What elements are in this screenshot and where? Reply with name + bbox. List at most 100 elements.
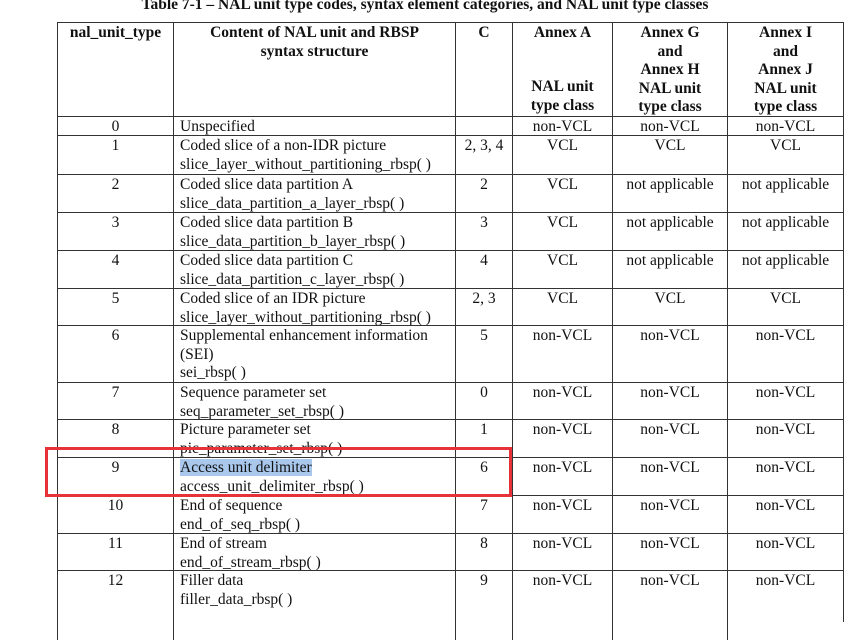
cell-text: VCL [770,137,801,154]
cell-text: Sequence parameter set [180,384,327,401]
cell-line: Coded slice data partition C [180,252,455,271]
cell-text: non-VCL [755,497,816,514]
table-cell: not applicable [727,250,843,288]
cell-text: VCL [547,290,578,307]
cell-text: not applicable [741,176,830,193]
table-cell: VCL [512,212,612,250]
header-text: NAL unit [531,78,594,95]
cell-text: Supplemental enhancement information [180,327,428,344]
cell-text: 7 [111,384,120,401]
cell-text: Coded slice data partition C [180,252,354,269]
header-text: type class [638,98,702,115]
cell-text: 11 [108,535,123,552]
header-top: nal_unit_type [58,24,173,43]
header-text: Annex I [759,24,812,41]
table-cell: non-VCL [512,325,612,382]
table-cell: non-VCL [512,419,612,457]
cell-line: sei_rbsp( ) [180,364,455,382]
cell-text: not applicable [626,176,714,193]
cell-text: VCL [770,290,801,307]
table-cell: VCL [612,135,727,174]
table-cell: 6 [57,325,173,382]
cell-text: 5 [480,327,488,344]
header-text: type class [753,98,818,115]
table-cell: non-VCL [512,533,612,570]
header-bottom: NAL unit type class [728,80,843,117]
cell-text: slice_data_partition_a_layer_rbsp( ) [180,194,405,212]
table-cell: not applicable [727,174,843,212]
cell-line: slice_data_partition_c_layer_rbsp( ) [180,271,455,289]
table-cell: 4 [455,250,512,288]
cell-text: non-VCL [755,327,816,344]
table-cell: 0 [57,116,173,135]
content-cell: End of stream end_of_stream_rbsp( ) [173,533,455,570]
cell-text: 2 [480,176,488,193]
content-cell: Coded slice data partition C slice_data_p… [173,250,455,288]
cell-text: VCL [547,176,578,193]
cell-text: non-VCL [532,327,593,344]
cell-line: slice_layer_without_partitioning_rbsp( ) [180,309,455,326]
cell-line: Filler data [180,572,455,591]
table-cell: non-VCL [727,495,843,533]
cell-text: 9 [480,572,488,589]
cell-text: 4 [111,252,120,269]
table-cell: non-VCL [727,419,843,457]
page: Table 7-1 – NAL unit type codes, syntax … [45,0,844,640]
cell-line: End of stream [180,535,455,554]
table-title: Table 7-1 – NAL unit type codes, syntax … [141,0,709,13]
table-cell [455,116,512,135]
cell-text: non-VCL [532,118,593,135]
table-cell: 2 [455,174,512,212]
header-cell: nal_unit_type [57,22,173,116]
table-cell: 8 [455,533,512,570]
cell-text: 8 [111,421,120,438]
cell-text: filler_data_rbsp( ) [180,590,293,608]
cell-text: VCL [547,214,578,231]
cell-line: slice_data_partition_a_layer_rbsp( ) [180,195,455,213]
table-cell: non-VCL [612,382,727,419]
cell-text: non-VCL [755,421,816,438]
cell-text: not applicable [626,252,714,269]
cell-text: slice_data_partition_b_layer_rbsp( ) [180,232,406,250]
cell-line: slice_data_partition_b_layer_rbsp( ) [180,233,455,251]
cell-text: VCL [547,252,578,269]
header-text: and [773,42,798,60]
cell-text: End of stream [180,535,267,552]
table-cell: non-VCL [612,457,727,495]
cell-text: 8 [480,535,488,552]
cell-text: 3 [111,214,120,231]
cell-text: non-VCL [640,497,700,514]
cell-text: 7 [480,497,488,514]
cell-text: access_unit_delimiter_rbsp( ) [180,477,364,495]
cell-line: slice_layer_without_partitioning_rbsp( ) [180,156,455,175]
header-text: Annex A [533,24,592,41]
table-cell: VCL [512,135,612,174]
cell-line: filler_data_rbsp( ) [180,591,455,610]
table-cell: non-VCL [727,116,843,135]
table-cell: 1 [455,419,512,457]
cell-text: non-VCL [640,327,700,344]
cell-text: (SEI) [180,345,214,363]
header-text: and [657,42,683,60]
table-cell: 4 [57,250,173,288]
table-cell: not applicable [612,174,727,212]
header-bottom: NAL unit type class [513,78,612,115]
cell-line: Coded slice of a non-IDR picture [180,137,455,156]
header-top: C [456,24,512,43]
cell-line: Sequence parameter set [180,384,455,403]
cell-line: (SEI) [180,346,455,365]
table-cell: non-VCL [727,325,843,382]
header-cell: C [455,22,512,116]
cell-text: not applicable [741,214,830,231]
table-cell: 3 [455,212,512,250]
cell-text: non-VCL [640,118,700,135]
table-cell: not applicable [727,212,843,250]
table-cell: 12 [57,570,173,640]
table-cell: non-VCL [612,116,727,135]
table-cell: non-VCL [612,495,727,533]
header-cell: Content of NAL unit and RBSP syntax struc… [173,22,455,116]
table-cell: non-VCL [512,570,612,640]
cell-text: non-VCL [532,421,593,438]
